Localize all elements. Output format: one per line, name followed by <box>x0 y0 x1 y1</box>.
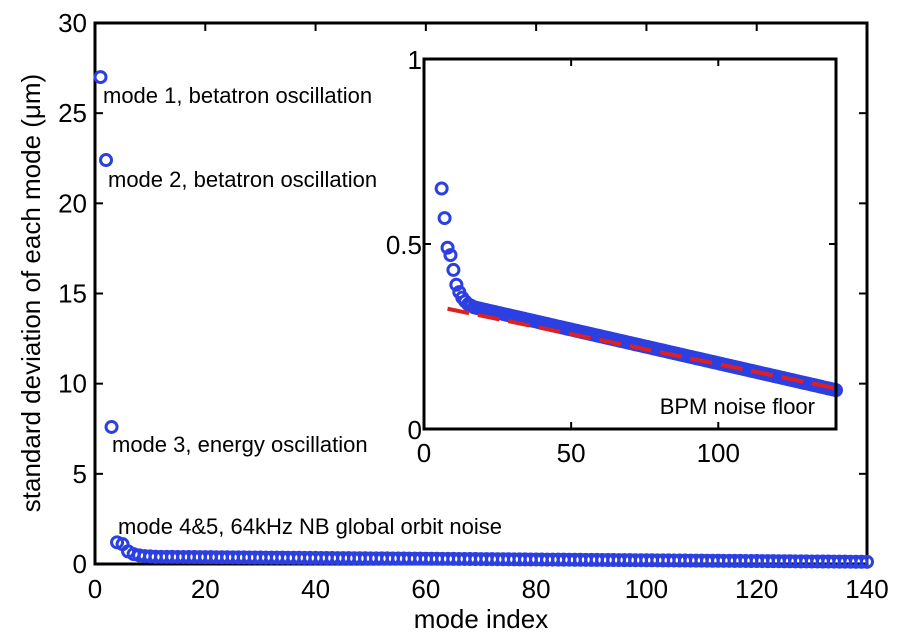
main-x-tick-label: 40 <box>301 574 330 604</box>
inset-data-point <box>449 277 464 292</box>
inset-data-point <box>446 262 461 277</box>
main-x-tick-label: 120 <box>735 574 778 604</box>
main-x-tick-label: 60 <box>411 574 440 604</box>
inset-y-tick-label: 0 <box>408 415 422 445</box>
inset-y-tick-label: 1 <box>408 45 422 75</box>
main-x-tick-label: 20 <box>191 574 220 604</box>
inset-x-tick-label: 100 <box>697 438 740 468</box>
inset-data-point <box>440 240 455 255</box>
y-axis-label: standard deviation of each mode (μm) <box>16 74 46 512</box>
inset-annotation-noise-floor: BPM noise floor <box>660 394 815 419</box>
inset-ticks: 0 50 100 0 0.5 1 <box>386 45 836 468</box>
annotation-mode-4-5: mode 4&5, 64kHz NB global orbit noise <box>118 514 502 539</box>
main-y-tick-label: 15 <box>58 279 87 309</box>
annotation-mode-3: mode 3, energy oscillation <box>112 432 368 457</box>
main-x-tick-label: 140 <box>845 574 888 604</box>
x-axis-label: mode index <box>414 604 548 634</box>
inset-x-tick-label: 50 <box>557 438 586 468</box>
main-points <box>93 70 874 569</box>
main-x-tick-label: 0 <box>88 574 102 604</box>
main-data-point <box>93 70 108 85</box>
main-data-point <box>99 153 114 168</box>
inset-x-tick-label: 0 <box>417 438 431 468</box>
main-y-tick-label: 20 <box>58 188 87 218</box>
main-y-tick-label: 0 <box>73 549 87 579</box>
inset-data-point <box>434 181 449 196</box>
inset-data-point <box>443 248 458 263</box>
main-data-point <box>104 419 119 434</box>
inset-plot: 0 50 100 0 0.5 1 BPM noise floor <box>386 45 843 468</box>
main-y-tick-label: 5 <box>73 459 87 489</box>
annotation-mode-1: mode 1, betatron oscillation <box>103 83 372 108</box>
main-y-tick-label: 30 <box>58 8 87 38</box>
annotation-mode-2: mode 2, betatron oscillation <box>108 167 377 192</box>
inset-y-tick-label: 0.5 <box>386 230 422 260</box>
main-annotations: mode 1, betatron oscillation mode 2, bet… <box>103 83 502 539</box>
main-data-point <box>860 554 874 569</box>
main-x-tick-label: 80 <box>522 574 551 604</box>
main-data-point <box>854 554 869 569</box>
inset-data-point <box>437 211 452 226</box>
main-y-tick-label: 25 <box>58 98 87 128</box>
main-x-tick-label: 100 <box>625 574 668 604</box>
inset-fit-line <box>447 306 837 391</box>
main-y-tick-label: 10 <box>58 369 87 399</box>
